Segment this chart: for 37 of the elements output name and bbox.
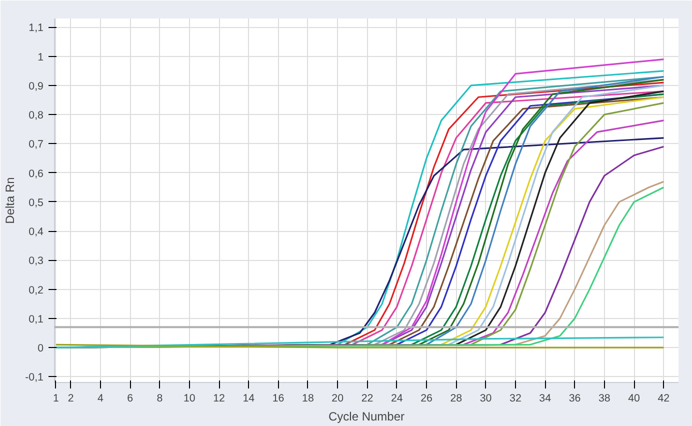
y-tick-label: 0,2 [28, 284, 44, 296]
x-tick-label: 12 [213, 392, 226, 404]
x-tick-label: 30 [480, 392, 492, 404]
y-tick-label: 0,6 [28, 168, 44, 180]
y-tick-label: 0 [38, 342, 44, 355]
x-tick-label: 6 [127, 392, 134, 404]
y-tick-label: -0,1 [25, 372, 44, 384]
y-tick-label: 0,9 [28, 80, 44, 92]
x-tick-label: 36 [568, 392, 581, 404]
x-axis-title: Cycle Number [328, 410, 405, 424]
x-tick-label: 16 [272, 392, 284, 404]
y-axis-title: Delta Rn [3, 177, 18, 224]
x-tick-label: 22 [361, 392, 374, 404]
y-tick-label: 0,3 [28, 255, 44, 268]
y-tick-label: 1 [38, 51, 44, 64]
y-tick-label: 0,4 [28, 226, 44, 238]
x-tick-label: 42 [658, 392, 670, 404]
x-tick-label: 20 [332, 392, 344, 404]
y-tick-label: 0,7 [28, 138, 44, 151]
x-tick-label: 2 [68, 392, 74, 404]
x-tick-label: 40 [628, 392, 640, 404]
x-tick-label: 38 [598, 392, 610, 404]
x-tick-label: 4 [97, 392, 104, 404]
x-tick-label: 28 [450, 392, 462, 404]
y-tick-label: 1,1 [28, 22, 44, 34]
x-tick-label: 34 [539, 392, 552, 404]
x-tick-label: 26 [420, 392, 433, 404]
y-tick-label: 0,1 [28, 313, 44, 326]
x-tick-label: 1 [53, 392, 60, 404]
y-tick-label: 0,8 [28, 110, 44, 122]
x-tick-label: 14 [242, 392, 255, 404]
x-tick-label: 32 [510, 392, 522, 404]
x-tick-label: 10 [183, 392, 196, 404]
x-tick-label: 18 [302, 392, 314, 404]
x-tick-label: 8 [156, 392, 163, 404]
x-tick-label: 24 [390, 392, 403, 404]
y-tick-label: 0,5 [28, 196, 44, 209]
